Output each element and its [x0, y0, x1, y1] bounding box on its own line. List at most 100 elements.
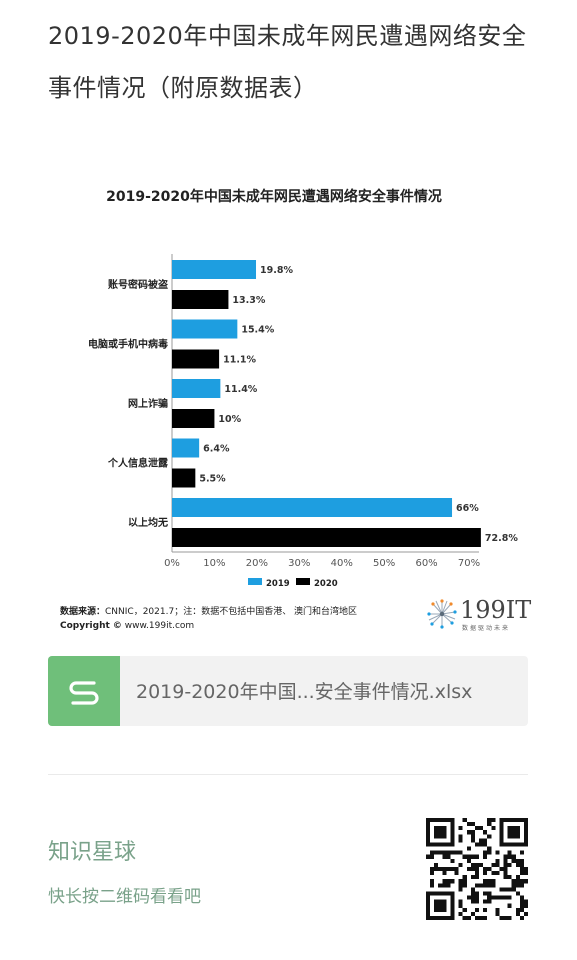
qr-module: [495, 862, 500, 867]
qr-finder: [507, 830, 512, 835]
qr-module: [515, 862, 520, 867]
qr-finder: [426, 834, 431, 839]
qr-module: [479, 838, 484, 843]
qr-finder: [438, 907, 443, 912]
copyright-text: www.199it.com: [121, 621, 195, 631]
qr-module: [466, 858, 471, 863]
qr-module: [470, 895, 475, 900]
qr-module: [519, 879, 524, 884]
qr-module: [438, 866, 443, 872]
qr-module: [487, 822, 492, 827]
qr-finder: [515, 826, 520, 831]
qr-module: [474, 915, 480, 920]
qr-module: [442, 850, 447, 855]
source-text: CNNIC，2021.7；注：数据不包括中国香港、 澳门和台湾地区: [105, 607, 358, 617]
qr-finder: [450, 818, 455, 823]
qr-module: [519, 866, 524, 872]
qr-module: [499, 866, 504, 872]
qr-module: [503, 915, 508, 920]
qr-module: [450, 850, 455, 855]
qr-finder: [446, 818, 451, 823]
qr-finder: [507, 826, 512, 831]
qr-module: [507, 915, 512, 920]
divider: [48, 774, 528, 775]
x-tick-label: 50%: [373, 558, 395, 569]
qr-module: [503, 871, 508, 876]
qr-module: [454, 850, 459, 855]
qr-module: [487, 879, 492, 884]
qr-finder: [426, 915, 431, 920]
qr-finder: [426, 822, 431, 827]
qr-module: [434, 866, 439, 872]
qr-module: [519, 858, 524, 863]
qr-finder: [426, 895, 431, 900]
category-label: 以上均无: [128, 516, 168, 529]
file-attachment-card[interactable]: 2019-2020年中国...安全事件情况.xlsx: [48, 656, 528, 726]
qr-module: [470, 866, 475, 872]
qr-finder: [438, 891, 443, 896]
qr-module: [442, 883, 447, 888]
qr-module: [515, 858, 520, 863]
qr-module: [458, 879, 463, 884]
qr-module: [507, 875, 512, 880]
qr-finder: [515, 842, 520, 847]
qr-module: [474, 883, 480, 888]
qr-module: [483, 891, 488, 896]
category-label: 电脑或手机中病毒: [88, 338, 168, 351]
data-label: 19.8%: [260, 265, 293, 276]
qr-module: [483, 850, 488, 855]
qr-module: [474, 826, 480, 831]
qr-module: [470, 891, 475, 896]
x-tick-label: 60%: [415, 558, 437, 569]
data-label: 5.5%: [199, 474, 226, 485]
qr-finder: [450, 826, 455, 831]
qr-finder: [450, 838, 455, 843]
qr-finder: [442, 842, 447, 847]
qr-finder: [442, 899, 447, 904]
chart-copyright: Copyright © www.199it.com: [60, 621, 194, 631]
qr-finder: [434, 834, 439, 839]
qr-module: [474, 854, 480, 859]
qr-module: [446, 850, 451, 855]
qr-finder: [450, 895, 455, 900]
qr-module: [487, 850, 492, 855]
qr-module: [499, 887, 504, 892]
brand-logo: 199IT 数据驱动未来: [426, 596, 536, 632]
qr-finder: [523, 834, 528, 839]
qr-module: [495, 850, 500, 855]
planet-subtitle: 快长按二维码看看吧: [48, 887, 201, 907]
qr-module: [483, 838, 488, 843]
qr-module: [446, 879, 451, 884]
qr-module: [491, 871, 496, 876]
bar-2020: [172, 349, 220, 369]
qr-finder: [499, 830, 504, 835]
qr-module: [434, 850, 439, 855]
qr-module: [474, 866, 480, 872]
qr-finder: [446, 915, 451, 920]
qr-finder: [511, 818, 516, 823]
qr-finder: [519, 842, 524, 847]
qr-finder: [434, 830, 439, 835]
qr-finder: [450, 915, 455, 920]
qr-module: [515, 875, 520, 880]
qr-module: [483, 866, 488, 872]
qr-module: [466, 854, 471, 859]
qr-finder: [438, 834, 443, 839]
qr-finder: [430, 915, 435, 920]
qr-finder: [450, 822, 455, 827]
qr-module: [511, 858, 516, 863]
qr-module: [470, 830, 475, 835]
qr-finder: [434, 826, 439, 831]
data-label: 13.3%: [232, 295, 265, 306]
data-label: 11.1%: [223, 355, 256, 366]
qr-module: [503, 854, 508, 859]
bar-2019: [172, 498, 453, 517]
qr-module: [483, 879, 488, 884]
qr-module: [474, 891, 480, 896]
qr-module: [466, 822, 471, 827]
qr-module: [487, 891, 492, 896]
qr-code-icon[interactable]: [426, 818, 528, 920]
qr-module: [511, 854, 516, 859]
qr-finder: [523, 838, 528, 843]
s-sheet-icon: [48, 656, 120, 726]
